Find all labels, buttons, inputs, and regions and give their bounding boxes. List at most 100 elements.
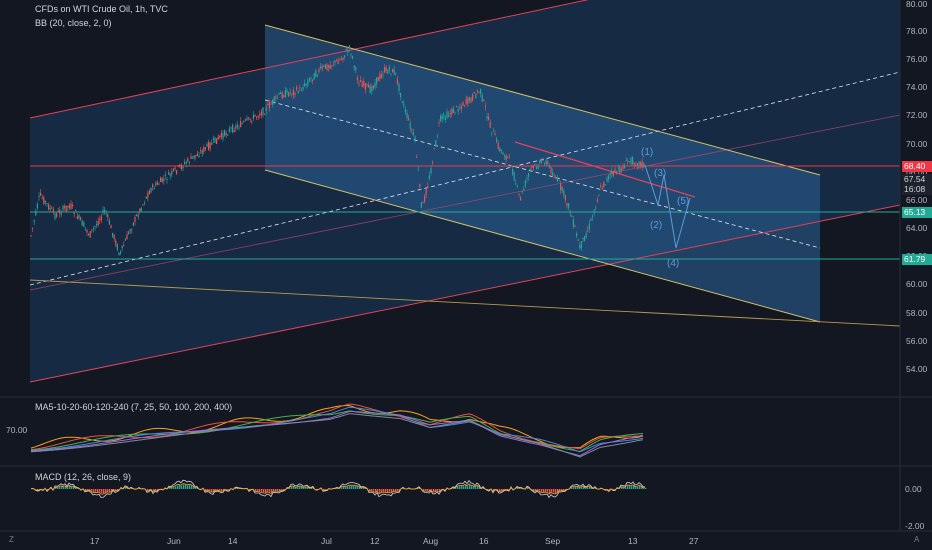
candle-body	[355, 67, 357, 70]
candle-body	[310, 78, 312, 80]
candle-body	[428, 175, 430, 179]
candle-body	[422, 202, 424, 204]
macd-histogram-bar	[589, 486, 591, 489]
macd-histogram-bar	[223, 489, 225, 491]
candle-body	[528, 173, 530, 177]
candle-body	[209, 142, 211, 149]
macd-histogram-bar	[125, 487, 127, 489]
candle-body	[390, 73, 392, 75]
candle-body	[64, 206, 66, 208]
candle-body	[190, 156, 192, 159]
candle-body	[224, 130, 226, 136]
macd-histogram-bar	[503, 489, 505, 491]
macd-histogram-bar	[363, 487, 365, 489]
candle-body	[164, 174, 166, 176]
macd-histogram-bar	[563, 489, 565, 491]
price-axis-tick: 78.00	[906, 26, 928, 36]
candle-body	[292, 89, 294, 96]
macd-histogram-bar	[479, 486, 481, 489]
candle-body	[380, 73, 382, 78]
macd-histogram-bar	[325, 489, 327, 490]
dashed-mid-channel	[264, 99, 821, 249]
macd-histogram-bar	[457, 486, 459, 489]
candle-body	[326, 64, 328, 71]
candle-body	[160, 178, 162, 182]
macd-histogram-bar	[425, 489, 427, 491]
candle-body	[569, 211, 571, 214]
countdown-tag: 16:08	[902, 184, 932, 195]
candle-body	[214, 137, 216, 143]
candle-body	[44, 200, 46, 203]
macd-histogram-bar	[183, 484, 185, 489]
candle-body	[193, 155, 195, 159]
candle-body	[612, 171, 614, 176]
candle-body	[52, 209, 54, 213]
candle-body	[84, 227, 86, 229]
yellow-channel-lower	[264, 169, 821, 323]
candle-body	[169, 173, 171, 176]
macd-histogram-bar	[559, 489, 561, 491]
macd-histogram-bar	[545, 489, 547, 492]
ma-line	[30, 413, 644, 458]
candle-body	[112, 232, 114, 237]
macd-histogram-bar	[561, 489, 563, 491]
macd-histogram-bar	[343, 486, 345, 489]
macd-histogram-bar	[67, 487, 69, 489]
macd-histogram-bar	[623, 487, 625, 489]
candle-body	[443, 114, 445, 118]
candle-body	[361, 83, 363, 87]
macd-histogram-bar	[433, 489, 435, 492]
wave-label-4: (4)	[667, 258, 680, 269]
macd-histogram-bar	[87, 489, 89, 491]
candle-body	[638, 161, 640, 166]
macd-histogram-bar	[175, 486, 177, 489]
candle-body	[489, 122, 491, 128]
candle-body	[571, 216, 573, 217]
macd-histogram-bar	[581, 487, 583, 489]
candle-body	[203, 147, 205, 153]
candle-body	[636, 163, 638, 166]
macd-histogram-bar	[157, 489, 159, 491]
macd-histogram-bar	[575, 487, 577, 489]
candle-body	[620, 168, 622, 171]
candle-body	[54, 213, 56, 219]
macd-histogram-bar	[555, 489, 557, 494]
candle-body	[308, 78, 310, 82]
ma-indicator-label[interactable]: MA5-10-20-60-120-240 (7, 25, 50, 100, 20…	[35, 402, 233, 412]
candle-body	[356, 77, 358, 81]
macd-histogram-bar	[311, 488, 313, 489]
red-channel-lower	[29, 204, 900, 383]
candle-body	[116, 244, 118, 250]
wave-label-5: (5)	[677, 196, 690, 207]
candle-body	[552, 172, 554, 177]
macd-histogram-bar	[301, 486, 303, 489]
macd-histogram-bar	[373, 489, 375, 491]
macd-histogram-bar	[519, 488, 521, 489]
candle-body	[632, 157, 634, 164]
macd-histogram-bar	[643, 487, 645, 489]
macd-histogram-bar	[149, 489, 151, 491]
candle-body	[72, 205, 74, 207]
candle-body	[145, 196, 147, 199]
candle-body	[97, 221, 99, 226]
candle-body	[129, 229, 131, 232]
macd-histogram-bar	[381, 489, 383, 493]
macd-histogram-bar	[637, 486, 639, 489]
timezone-button[interactable]: Z	[9, 535, 14, 544]
macd-histogram-bar	[471, 486, 473, 489]
macd-plot	[30, 479, 647, 499]
bb-indicator-label[interactable]: BB (20, close, 2, 0)	[35, 18, 112, 28]
candle-body	[121, 245, 123, 249]
candle-body	[180, 164, 182, 169]
candle-body	[51, 207, 53, 209]
macd-histogram-bar	[269, 489, 271, 492]
macd-histogram-bar	[221, 489, 223, 491]
candle-body	[427, 186, 429, 188]
macd-histogram-bar	[255, 489, 257, 492]
candle-body	[104, 209, 106, 212]
macd-indicator-label[interactable]: MACD (12, 26, close, 9)	[35, 472, 132, 482]
macd-histogram-bar	[261, 489, 263, 492]
macd-histogram-bar	[219, 489, 221, 491]
auto-scale-button[interactable]: A	[914, 535, 920, 544]
